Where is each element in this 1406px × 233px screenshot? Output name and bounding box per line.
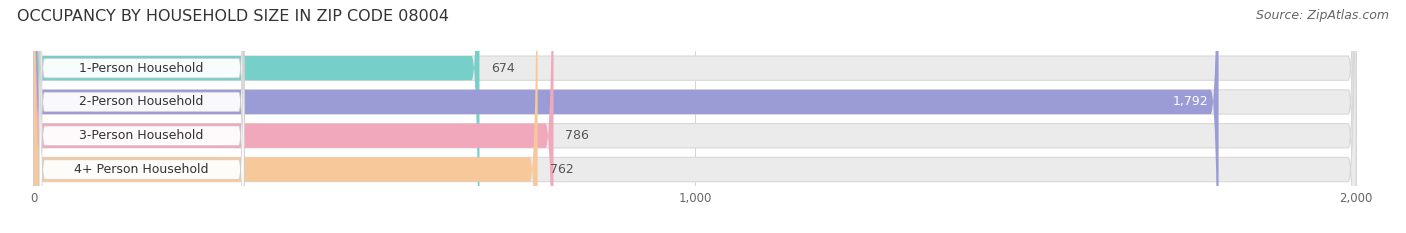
- Text: 762: 762: [550, 163, 574, 176]
- Text: 1-Person Household: 1-Person Household: [80, 62, 204, 75]
- FancyBboxPatch shape: [34, 0, 1355, 233]
- FancyBboxPatch shape: [34, 0, 479, 233]
- Text: Source: ZipAtlas.com: Source: ZipAtlas.com: [1256, 9, 1389, 22]
- FancyBboxPatch shape: [34, 0, 537, 233]
- Text: 786: 786: [565, 129, 589, 142]
- Text: OCCUPANCY BY HOUSEHOLD SIZE IN ZIP CODE 08004: OCCUPANCY BY HOUSEHOLD SIZE IN ZIP CODE …: [17, 9, 449, 24]
- Text: 674: 674: [491, 62, 515, 75]
- FancyBboxPatch shape: [39, 0, 245, 233]
- FancyBboxPatch shape: [34, 0, 1355, 233]
- Text: 1,792: 1,792: [1173, 96, 1209, 108]
- FancyBboxPatch shape: [39, 0, 245, 233]
- FancyBboxPatch shape: [34, 0, 1219, 233]
- FancyBboxPatch shape: [39, 0, 245, 233]
- FancyBboxPatch shape: [39, 0, 245, 233]
- Text: 2-Person Household: 2-Person Household: [80, 96, 204, 108]
- FancyBboxPatch shape: [34, 0, 1355, 233]
- Text: 4+ Person Household: 4+ Person Household: [75, 163, 209, 176]
- FancyBboxPatch shape: [34, 0, 1355, 233]
- FancyBboxPatch shape: [34, 0, 554, 233]
- Text: 3-Person Household: 3-Person Household: [80, 129, 204, 142]
